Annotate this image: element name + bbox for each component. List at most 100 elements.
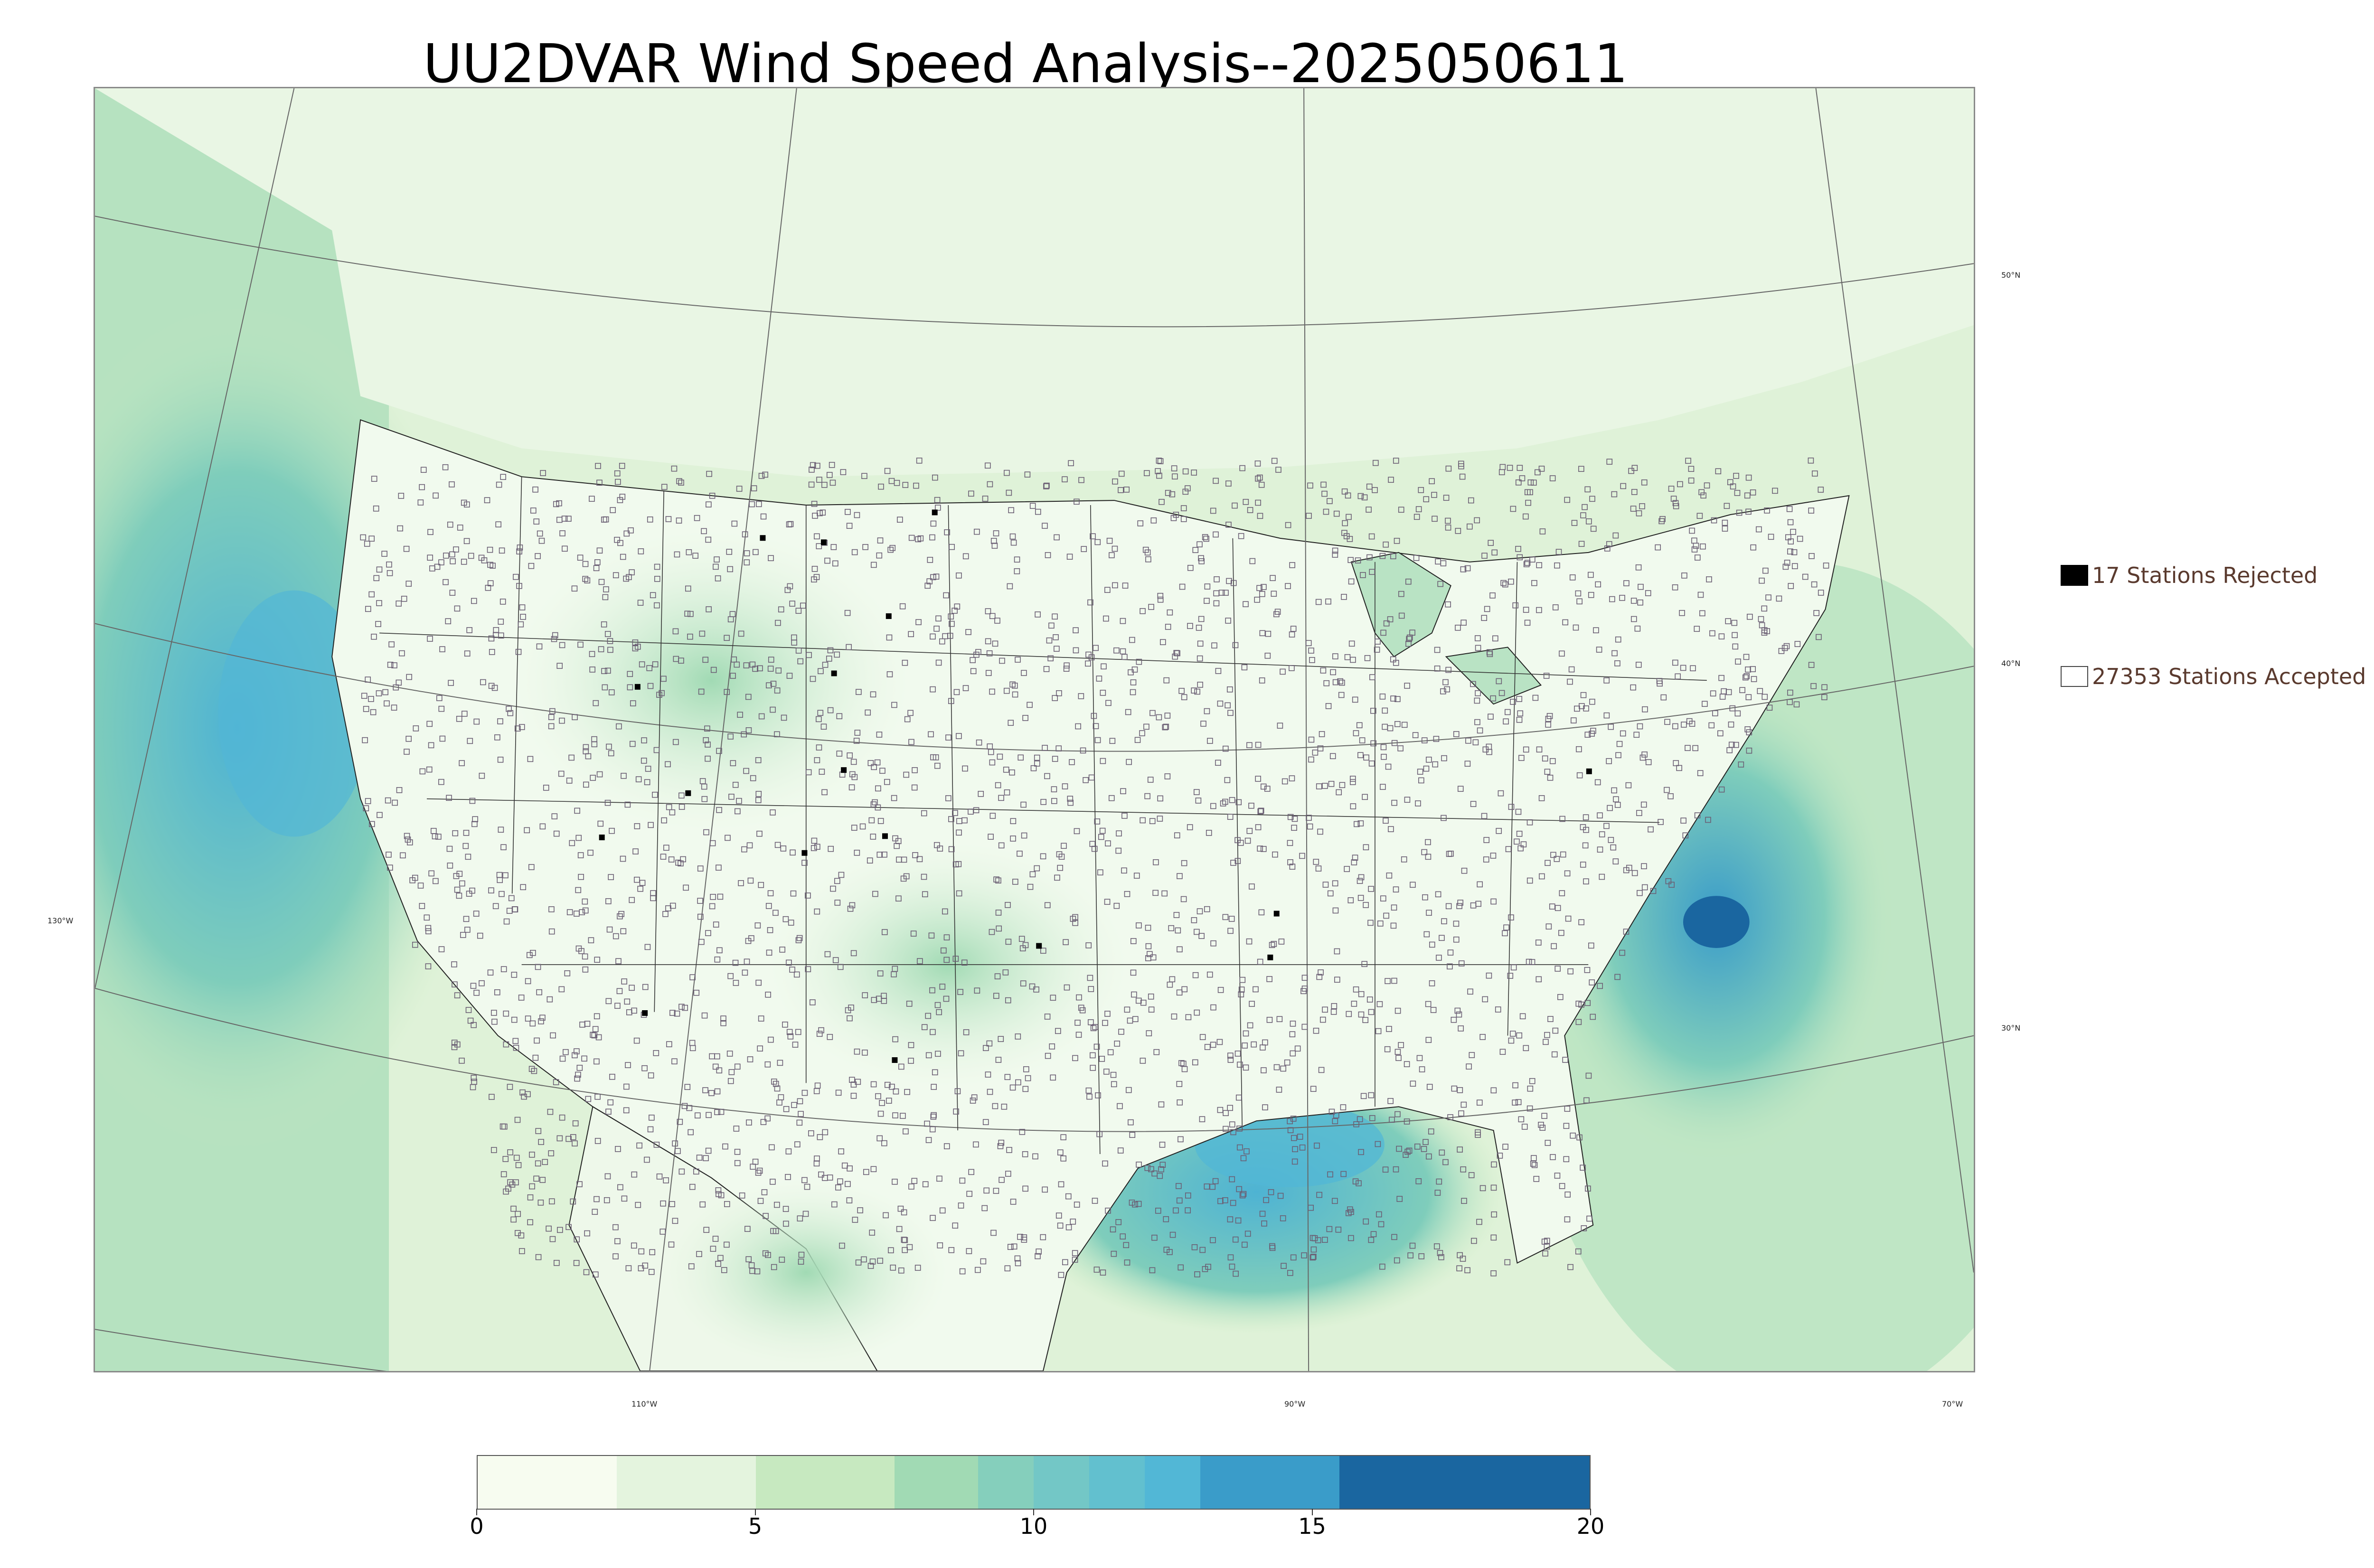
station-accepted-marker	[589, 651, 595, 657]
station-accepted-marker	[1227, 928, 1234, 934]
station-accepted-marker	[1100, 1269, 1106, 1276]
station-accepted-marker	[1759, 577, 1765, 584]
station-accepted-marker	[785, 1148, 792, 1155]
station-accepted-marker	[529, 1020, 536, 1027]
station-accepted-marker	[1179, 583, 1186, 590]
station-accepted-marker	[596, 771, 603, 778]
station-accepted-marker	[1578, 541, 1585, 547]
station-accepted-marker	[900, 875, 907, 882]
station-accepted-marker	[789, 601, 795, 607]
station-accepted-marker	[995, 1057, 1002, 1063]
station-accepted-marker	[865, 709, 871, 716]
station-accepted-marker	[709, 903, 716, 910]
station-accepted-marker	[1734, 710, 1741, 717]
station-accepted-marker	[767, 890, 774, 896]
station-accepted-marker	[761, 1189, 768, 1195]
station-accepted-marker	[1453, 936, 1460, 943]
station-accepted-marker	[1068, 460, 1074, 466]
station-accepted-marker	[436, 695, 443, 701]
station-accepted-marker	[1229, 1121, 1235, 1127]
station-accepted-marker	[1292, 1146, 1298, 1153]
station-accepted-marker	[1195, 798, 1202, 804]
station-accepted-marker	[369, 821, 375, 827]
station-accepted-marker	[1397, 745, 1404, 751]
station-accepted-marker	[626, 574, 632, 580]
station-accepted-marker	[730, 673, 736, 679]
station-accepted-marker	[1333, 1112, 1339, 1118]
station-accepted-marker	[575, 1071, 581, 1078]
station-accepted-marker	[1317, 745, 1324, 751]
station-accepted-marker	[1623, 929, 1630, 935]
station-accepted-marker	[892, 1036, 898, 1042]
station-accepted-marker	[1161, 890, 1168, 897]
station-accepted-marker	[1425, 1037, 1432, 1043]
station-accepted-marker	[629, 741, 636, 747]
station-accepted-marker	[1235, 1217, 1242, 1224]
station-accepted-marker	[1539, 873, 1545, 880]
station-accepted-marker	[1169, 1231, 1176, 1238]
station-accepted-marker	[1531, 580, 1537, 586]
station-accepted-marker	[1178, 1060, 1185, 1066]
station-accepted-marker	[499, 891, 505, 897]
station-accepted-marker	[1458, 463, 1464, 469]
station-accepted-marker	[1787, 689, 1793, 696]
station-accepted-marker	[1004, 469, 1010, 476]
station-accepted-marker	[943, 957, 950, 963]
station-accepted-marker	[582, 898, 588, 905]
station-accepted-marker	[1611, 650, 1618, 657]
station-accepted-marker	[683, 884, 689, 891]
station-accepted-marker	[1612, 532, 1619, 539]
station-accepted-marker	[935, 1051, 941, 1057]
station-accepted-marker	[870, 691, 876, 698]
station-accepted-marker	[368, 696, 374, 702]
station-accepted-marker	[1387, 725, 1394, 732]
station-accepted-marker	[1382, 707, 1388, 714]
station-accepted-marker	[1204, 1183, 1210, 1190]
station-accepted-marker	[530, 507, 537, 514]
station-accepted-marker	[456, 715, 462, 722]
station-accepted-marker	[1704, 482, 1710, 488]
station-accepted-marker	[1237, 840, 1244, 846]
station-accepted-marker	[557, 1227, 563, 1233]
station-accepted-marker	[638, 1248, 645, 1255]
station-accepted-marker	[1090, 1025, 1097, 1032]
station-accepted-marker	[1451, 1085, 1458, 1092]
station-accepted-marker	[1457, 786, 1464, 792]
station-accepted-marker	[449, 551, 455, 558]
station-accepted-marker	[1366, 507, 1372, 513]
station-accepted-marker	[454, 992, 461, 998]
station-accepted-marker	[1700, 492, 1706, 499]
station-accepted-marker	[1192, 972, 1199, 978]
station-accepted-marker	[804, 1183, 810, 1190]
station-accepted-marker	[382, 689, 388, 695]
station-accepted-marker	[1531, 479, 1537, 486]
station-accepted-marker	[1005, 1171, 1011, 1177]
station-accepted-marker	[716, 748, 722, 754]
station-accepted-marker	[810, 999, 816, 1005]
station-accepted-marker	[1711, 517, 1717, 524]
station-accepted-marker	[621, 1195, 628, 1202]
station-accepted-marker	[849, 902, 856, 909]
station-accepted-marker	[1418, 1253, 1425, 1259]
station-accepted-marker	[583, 781, 589, 788]
station-accepted-marker	[818, 668, 824, 675]
station-rejected-marker	[642, 1010, 648, 1016]
station-accepted-marker	[1136, 1161, 1142, 1168]
station-accepted-marker	[473, 911, 480, 917]
station-accepted-marker	[1672, 584, 1678, 591]
station-accepted-marker	[1149, 1267, 1156, 1274]
station-accepted-marker	[1358, 991, 1365, 997]
station-accepted-marker	[1453, 731, 1460, 737]
station-accepted-marker	[1058, 854, 1065, 860]
station-accepted-marker	[1481, 553, 1488, 559]
station-accepted-marker	[848, 784, 855, 790]
station-accepted-marker	[387, 662, 394, 668]
station-accepted-marker	[1732, 632, 1738, 638]
station-accepted-marker	[1680, 817, 1686, 824]
station-accepted-marker	[1124, 891, 1130, 897]
station-accepted-marker	[1246, 828, 1253, 834]
station-accepted-marker	[808, 1130, 814, 1136]
station-accepted-marker	[1110, 1226, 1116, 1233]
station-accepted-marker	[465, 1007, 472, 1013]
station-accepted-marker	[1456, 1265, 1462, 1272]
